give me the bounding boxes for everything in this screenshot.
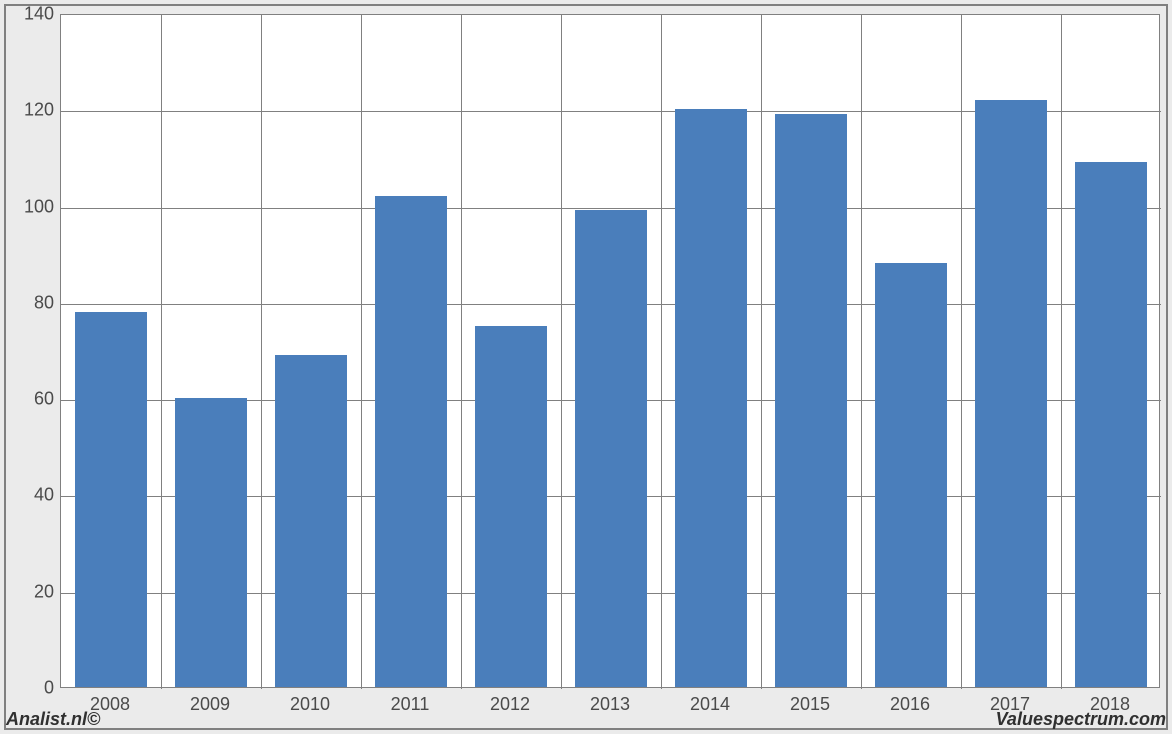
bar (675, 109, 747, 687)
bar (175, 398, 247, 687)
bar (575, 210, 647, 687)
y-tick-label: 120 (24, 100, 54, 121)
x-tick-label: 2009 (190, 694, 230, 715)
y-tick-label: 0 (44, 678, 54, 699)
footer-right: Valuespectrum.com (996, 709, 1166, 730)
x-tick-label: 2011 (391, 694, 430, 715)
gridline-vertical (261, 15, 262, 689)
bar (1075, 162, 1147, 687)
bar (775, 114, 847, 687)
bar (975, 100, 1047, 687)
gridline-vertical (361, 15, 362, 689)
bar (275, 355, 347, 687)
footer-left: Analist.nl© (6, 709, 100, 730)
x-tick-label: 2014 (690, 694, 730, 715)
y-tick-label: 60 (34, 389, 54, 410)
x-tick-label: 2010 (290, 694, 330, 715)
bar (375, 196, 447, 687)
gridline-vertical (861, 15, 862, 689)
y-tick-label: 80 (34, 292, 54, 313)
gridline-vertical (161, 15, 162, 689)
gridline-vertical (461, 15, 462, 689)
x-tick-label: 2016 (890, 694, 930, 715)
bar (875, 263, 947, 687)
bar (475, 326, 547, 687)
bar (75, 312, 147, 688)
y-tick-label: 40 (34, 485, 54, 506)
y-tick-label: 20 (34, 581, 54, 602)
x-tick-label: 2012 (490, 694, 530, 715)
gridline-vertical (661, 15, 662, 689)
y-tick-label: 140 (24, 4, 54, 25)
gridline-vertical (761, 15, 762, 689)
x-tick-label: 2013 (590, 694, 630, 715)
y-tick-label: 100 (24, 196, 54, 217)
plot-area (60, 14, 1160, 688)
chart-container: 0204060801001201402008200920102011201220… (0, 0, 1172, 734)
gridline-vertical (1061, 15, 1062, 689)
x-tick-label: 2015 (790, 694, 830, 715)
gridline-vertical (961, 15, 962, 689)
gridline-vertical (561, 15, 562, 689)
